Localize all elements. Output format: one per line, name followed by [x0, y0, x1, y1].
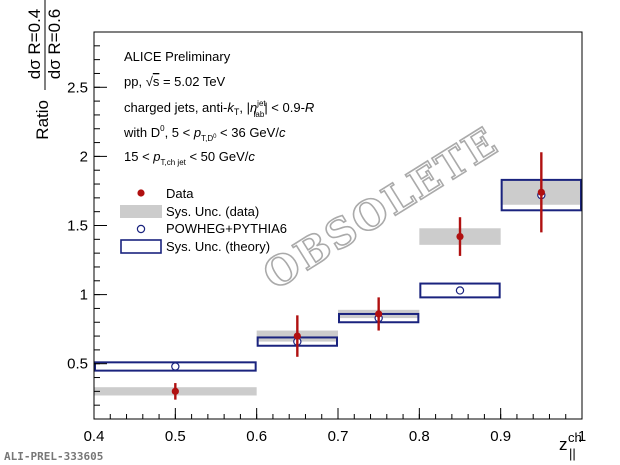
y-tick-label: 2 [80, 148, 88, 165]
x-axis-title: z [559, 435, 568, 454]
annotation-energy: pp, √s = 5.02 TeV [124, 74, 226, 89]
legend-data-marker [137, 189, 145, 197]
data-point [375, 310, 383, 318]
x-axis-title-sup: ch [568, 430, 582, 445]
x-tick-label: 0.9 [490, 428, 511, 445]
data-points [171, 152, 546, 400]
y-axis-title: Ratio dσ R=0.4 dσ R=0.6 [25, 0, 64, 140]
theory-point [171, 362, 180, 371]
legend-entry-theory: POWHEG+PYTHIA6 [166, 221, 287, 236]
theory-sys-box [419, 282, 501, 299]
y-axis-numerator: dσ R=0.4 [25, 9, 44, 80]
y-axis-denominator: dσ R=0.6 [45, 9, 64, 80]
data-point [293, 332, 301, 340]
legend: Data Sys. Unc. (data) POWHEG+PYTHIA6 Sys… [120, 186, 287, 254]
figure-id-stamp: ALI-PREL-333605 [4, 450, 103, 463]
legend-entry-data-sys: Sys. Unc. (data) [166, 204, 259, 219]
annotation-d0: with D0, 5 < pT,D0 < 36 GeV/c [123, 124, 286, 143]
annotation-alice: ALICE Preliminary [124, 49, 231, 64]
data-point [456, 232, 464, 241]
x-axis-title-sub: || [569, 446, 576, 461]
plot-area [94, 32, 582, 419]
x-tick-label: 0.6 [246, 428, 267, 445]
x-tick-label: 0.8 [409, 428, 430, 445]
legend-data-sys-swatch [120, 205, 162, 218]
theory-point [455, 286, 465, 295]
annotation-jets: charged jets, anti-kT, |ηjet lab| < 0.9-R [124, 99, 314, 119]
axes: 0.4 0.5 0.6 0.7 0.8 0.9 1 0.5 1 1.5 2 2.5 [67, 31, 586, 445]
legend-theory-marker [136, 224, 146, 234]
y-tick-label: 1 [80, 287, 88, 304]
y-tick-label: 2.5 [67, 79, 88, 96]
legend-entry-theory-sys: Sys. Unc. (theory) [166, 239, 270, 254]
y-tick-label: 1.5 [67, 218, 88, 235]
x-tick-label: 0.4 [84, 428, 105, 445]
data-point [171, 387, 179, 395]
x-tick-label: 0.5 [165, 428, 186, 445]
legend-entry-data: Data [166, 186, 194, 201]
annotation-jet-pt: 15 < pT,ch jet < 50 GeV/c [124, 149, 255, 167]
y-axis-prefix: Ratio [33, 100, 52, 140]
y-tick-label: 0.5 [67, 356, 88, 373]
data-point [537, 188, 545, 196]
x-tick-label: 0.7 [328, 428, 349, 445]
x-tick-label: 1 [578, 428, 586, 445]
legend-theory-sys-swatch [120, 239, 162, 254]
